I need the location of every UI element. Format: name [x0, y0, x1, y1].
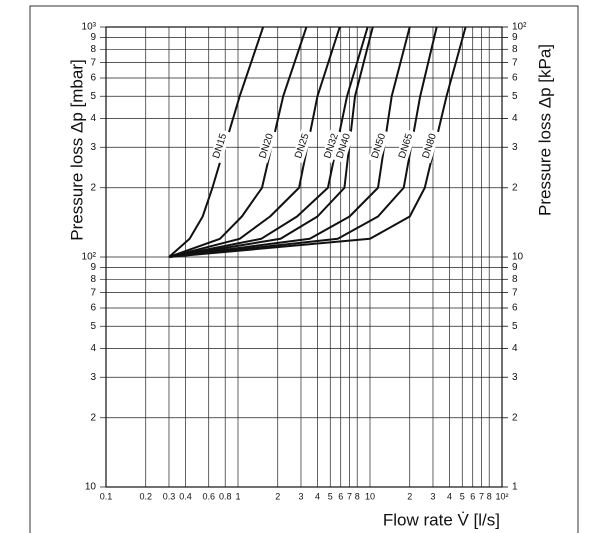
- x-tick-label: 0.2: [139, 491, 152, 501]
- legend-label-bg: [419, 128, 441, 164]
- series-line: [168, 26, 308, 258]
- y-tick-label: 2: [90, 412, 96, 423]
- y-tick-label: 9: [90, 262, 96, 273]
- y2-axis-label: Pressure loss Δp [kPa]: [535, 44, 554, 216]
- y2-tick-label: 2: [512, 182, 518, 193]
- y2-tick-label: 7: [512, 57, 518, 68]
- legend-label-bg: [291, 128, 313, 164]
- y2-tick-label: 1: [512, 482, 518, 493]
- x-tick-label: 0.3: [163, 491, 176, 501]
- legend-label: DN20: [258, 132, 276, 160]
- x-tick-label: 2: [407, 491, 412, 501]
- x-tick-label: 2: [275, 491, 280, 501]
- y-tick-label: 7: [90, 57, 96, 68]
- y-tick-label: 4: [90, 113, 96, 124]
- frame: [29, 5, 579, 533]
- y2-tick-label: 8: [512, 44, 518, 55]
- y2-tick-label: 4: [512, 113, 518, 124]
- y2-tick-label: 5: [512, 321, 518, 332]
- legend-label: DN15: [211, 132, 229, 160]
- y-tick-label: 6: [90, 303, 96, 314]
- x-tick-label: 0.1: [100, 491, 113, 501]
- x-tick-label: 8: [487, 491, 492, 501]
- series-line: [168, 26, 374, 258]
- y-tick-label: 7: [90, 287, 96, 298]
- x-tick-label: 6: [338, 491, 343, 501]
- y-tick-label: 5: [90, 91, 96, 102]
- x-tick-label: 7: [479, 491, 484, 501]
- legend-label: DN25: [293, 132, 311, 160]
- x-tick-label: 3: [430, 491, 435, 501]
- legend-label-bg: [320, 128, 343, 164]
- x-tick-label: 0.8: [219, 491, 232, 501]
- x-tick-label: 10²: [495, 491, 508, 501]
- y2-tick-label: 5: [512, 91, 518, 102]
- y2-tick-label: 3: [512, 372, 518, 383]
- y-tick-label: 8: [90, 274, 96, 285]
- y-tick-label: 8: [90, 44, 96, 55]
- y2-tick-label: 7: [512, 287, 518, 298]
- x-axis-label: Flow rate V̇ [l/s]: [383, 510, 500, 529]
- plot-border: [105, 26, 503, 488]
- x-tick-label: 4: [447, 491, 452, 501]
- y-tick-label: 3: [90, 372, 96, 383]
- x-tick-label: 3: [298, 491, 303, 501]
- y-tick-label: 5: [90, 321, 96, 332]
- y-tick-label: 3: [90, 142, 96, 153]
- x-tick-label: 10: [365, 491, 375, 501]
- legend-label: DN80: [421, 132, 439, 160]
- series-line: [168, 26, 467, 258]
- y-tick-label: 4: [90, 343, 96, 354]
- legend-label-bg: [255, 128, 278, 164]
- series-line: [168, 26, 341, 258]
- legend-label: DN65: [397, 132, 415, 160]
- y2-tick-label: 9: [512, 32, 518, 43]
- legend-label-bg: [333, 128, 355, 164]
- legend-label-bg: [368, 128, 390, 164]
- x-tick-label: 1: [235, 491, 240, 501]
- y2-tick-label: 8: [512, 274, 518, 285]
- series-line: [168, 26, 438, 258]
- x-tick-label: 5: [460, 491, 465, 501]
- y2-tick-label: 10²: [512, 22, 527, 33]
- y2-tick-label: 10: [512, 252, 524, 263]
- y2-tick-label: 6: [512, 303, 518, 314]
- y-axis-label: Pressure loss Δp [mbar]: [67, 59, 86, 240]
- series-line: [168, 26, 265, 258]
- y-tick-label: 6: [90, 73, 96, 84]
- y-tick-label: 2: [90, 182, 96, 193]
- y-tick-label: 10³: [82, 22, 97, 33]
- x-tick-label: 6: [470, 491, 475, 501]
- series-line: [168, 26, 411, 258]
- y2-tick-label: 2: [512, 412, 518, 423]
- series-line: [168, 26, 369, 258]
- x-tick-label: 8: [355, 491, 360, 501]
- y2-tick-label: 9: [512, 262, 518, 273]
- y-tick-label: 9: [90, 32, 96, 43]
- x-tick-label: 4: [315, 491, 320, 501]
- legend-label-bg: [395, 128, 417, 164]
- y-tick-label: 10: [85, 482, 97, 493]
- x-tick-label: 7: [347, 491, 352, 501]
- y2-tick-label: 3: [512, 142, 518, 153]
- x-tick-label: 5: [328, 491, 333, 501]
- x-tick-label: 0.4: [179, 491, 192, 501]
- y2-tick-label: 4: [512, 343, 518, 354]
- x-tick-label: 0.6: [202, 491, 215, 501]
- y-tick-label: 10²: [82, 252, 97, 263]
- legend-label-bg: [209, 128, 231, 164]
- y2-tick-label: 6: [512, 73, 518, 84]
- legend-label: DN50: [370, 132, 388, 160]
